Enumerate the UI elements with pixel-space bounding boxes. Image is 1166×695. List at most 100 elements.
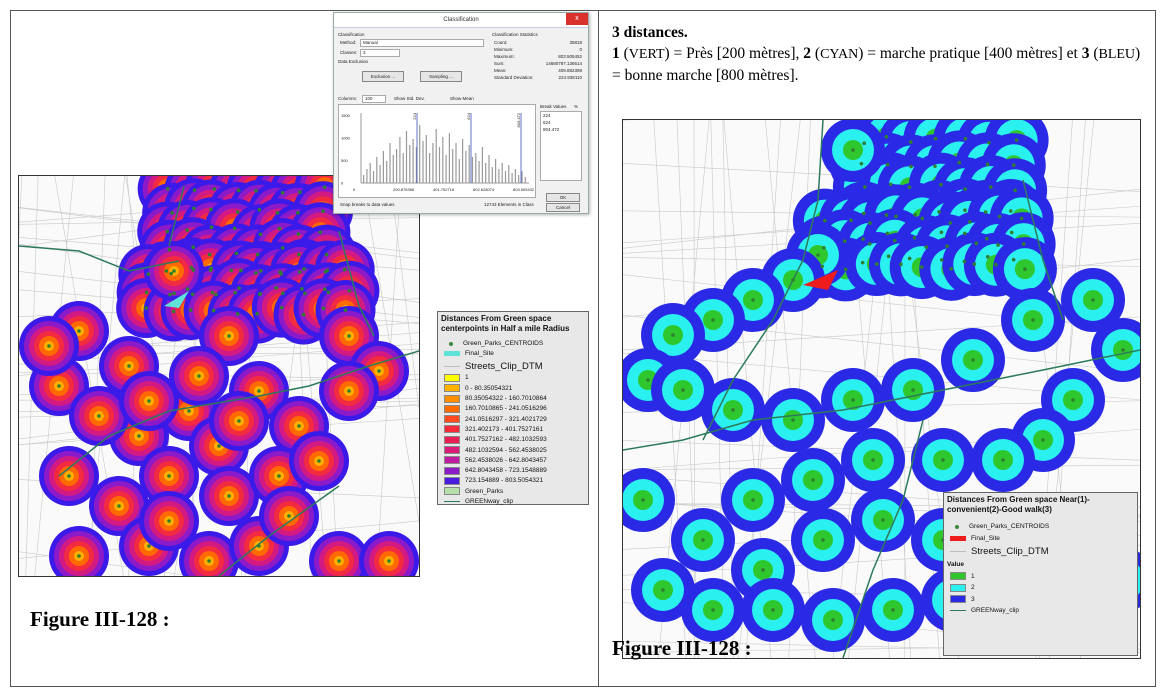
description-run: ( — [1089, 45, 1099, 62]
stat-value: 224.938110 — [558, 75, 582, 80]
hist-bar — [468, 145, 470, 183]
final-site — [803, 270, 838, 290]
legend-label: 2 — [971, 584, 975, 591]
break-marker-label: 803.472 — [516, 112, 521, 127]
break-values-list[interactable]: 224 624 804.472 — [540, 111, 582, 181]
right-figure-caption: Figure III-128 : — [612, 636, 752, 660]
legend-label: Green_Parks_CENTROIDS — [969, 523, 1050, 530]
percent-toggle[interactable]: % — [574, 104, 579, 109]
legend-label: 321.402173 - 401.7527161 — [465, 425, 544, 433]
hist-bar — [402, 153, 404, 183]
show-std-checkbox[interactable]: Show Std. Dev. — [394, 96, 425, 101]
histogram-panel[interactable]: 1500 1000 500 0 0 200.876358 401.752716 602.628… — [338, 104, 536, 198]
legend-label: 482.1032594 - 562.4538025 — [465, 446, 547, 454]
hist-bar — [396, 149, 398, 183]
hist-ytick: 1000 — [341, 136, 351, 141]
right-heading: 3 distances. — [612, 24, 688, 41]
data-exclusion-label: Data Exclusion — [338, 59, 369, 64]
legend-label: 562.4538026 - 642.8043457 — [465, 456, 547, 464]
legend-item: Streets_Clip_DTM — [444, 361, 543, 372]
classification-dialog: Classification x Classification Method: … — [333, 12, 589, 214]
break-marker-label: 224 — [412, 112, 417, 119]
legend-item: 2 — [950, 583, 975, 592]
dot-icon — [449, 341, 453, 346]
greenway-layer — [19, 185, 419, 576]
hist-bar — [498, 169, 500, 183]
stat-key: Maximum: — [494, 54, 515, 59]
hist-bar — [389, 143, 391, 183]
hist-bar — [488, 155, 490, 183]
break-value[interactable]: 804.472 — [543, 127, 560, 132]
snap-breaks-checkbox[interactable]: Snap breaks to data values — [340, 202, 395, 207]
stat-value: 803.505452 — [558, 54, 582, 59]
hist-bar — [412, 139, 414, 183]
exclusion-button[interactable]: Exclusion ... — [362, 71, 404, 82]
legend-item: Value — [947, 561, 964, 568]
buffer-layer — [19, 176, 419, 576]
stat-key: Count: — [494, 40, 508, 45]
hist-bar — [511, 173, 513, 183]
legend-item: GREENway_clip — [950, 607, 1019, 614]
legend-item: 160.7010865 - 241.0516296 — [444, 404, 547, 413]
break-value[interactable]: 224 — [543, 113, 551, 118]
legend-label: Value — [947, 560, 964, 568]
hist-bar — [382, 151, 384, 183]
method-label: Method: — [340, 40, 357, 45]
legend-item: 562.4538026 - 642.8043457 — [444, 456, 547, 465]
color-swatch — [444, 373, 460, 382]
hist-bar — [518, 175, 520, 183]
stat-key: Mean: — [494, 68, 507, 73]
close-icon[interactable]: x — [566, 13, 588, 25]
line-swatch — [950, 551, 966, 552]
legend-item: GREENway_clip — [444, 498, 513, 505]
description-run: BLEU — [1098, 47, 1136, 62]
legend-item: 241.0516297 - 321.4021729 — [444, 415, 547, 424]
show-mean-checkbox[interactable]: Show Mean — [450, 96, 474, 101]
legend-item: 642.8043458 - 723.1548889 — [444, 466, 547, 475]
columns-input[interactable]: 100 — [362, 95, 386, 103]
hist-bar — [392, 155, 394, 183]
color-swatch — [444, 435, 460, 444]
hist-bar — [376, 157, 378, 183]
hist-ytick: 1500 — [341, 113, 351, 118]
color-swatch — [950, 583, 966, 592]
line-swatch — [444, 500, 460, 502]
hist-bar — [501, 163, 503, 183]
color-swatch — [444, 384, 460, 393]
legend-item: Green_Parks — [444, 487, 503, 496]
ok-button[interactable]: OK — [546, 193, 580, 202]
legend-item: 723.154889 - 803.5054321 — [444, 476, 543, 485]
greenway-layer — [623, 120, 1140, 658]
hist-bar — [442, 137, 444, 183]
legend-label: 642.8043458 - 723.1548889 — [465, 467, 547, 475]
sampling-button[interactable]: Sampling ... — [420, 71, 462, 82]
columns-label: Columns: — [338, 96, 358, 101]
hist-bar — [508, 165, 510, 183]
color-swatch — [444, 476, 460, 485]
legend-label: 241.0516297 - 321.4021729 — [465, 415, 547, 423]
color-swatch — [444, 425, 460, 434]
color-swatch — [444, 456, 460, 465]
hist-bar — [481, 147, 483, 183]
description-run: ) = marche pratique [400 mètres] et — [858, 45, 1082, 62]
hist-bar — [504, 171, 507, 183]
hist-bar — [448, 133, 450, 183]
legend-label: Final_Site — [971, 534, 1000, 542]
hist-xtick: 200.876358 — [393, 187, 415, 192]
hist-bar — [419, 125, 421, 183]
method-select[interactable]: Manual — [360, 39, 484, 47]
legend-item: 401.7527162 - 482.1032593 — [444, 435, 547, 444]
hist-bar — [458, 159, 460, 183]
description-run: 3 — [1081, 45, 1090, 62]
hist-xtick: 602.628074 — [473, 187, 495, 192]
hist-bar — [485, 163, 487, 183]
legend-title: Distances From Green space centerpoints … — [441, 314, 570, 333]
right-map — [622, 119, 1141, 659]
centroids-layer — [47, 185, 391, 563]
break-value[interactable]: 624 — [543, 120, 551, 125]
elements-count: 12743 Elements in Class — [484, 202, 534, 207]
legend-label: 3 — [971, 595, 975, 603]
cancel-button[interactable]: Cancel — [546, 203, 580, 212]
classes-select[interactable]: 3 — [360, 49, 400, 57]
hist-bar — [524, 177, 526, 183]
